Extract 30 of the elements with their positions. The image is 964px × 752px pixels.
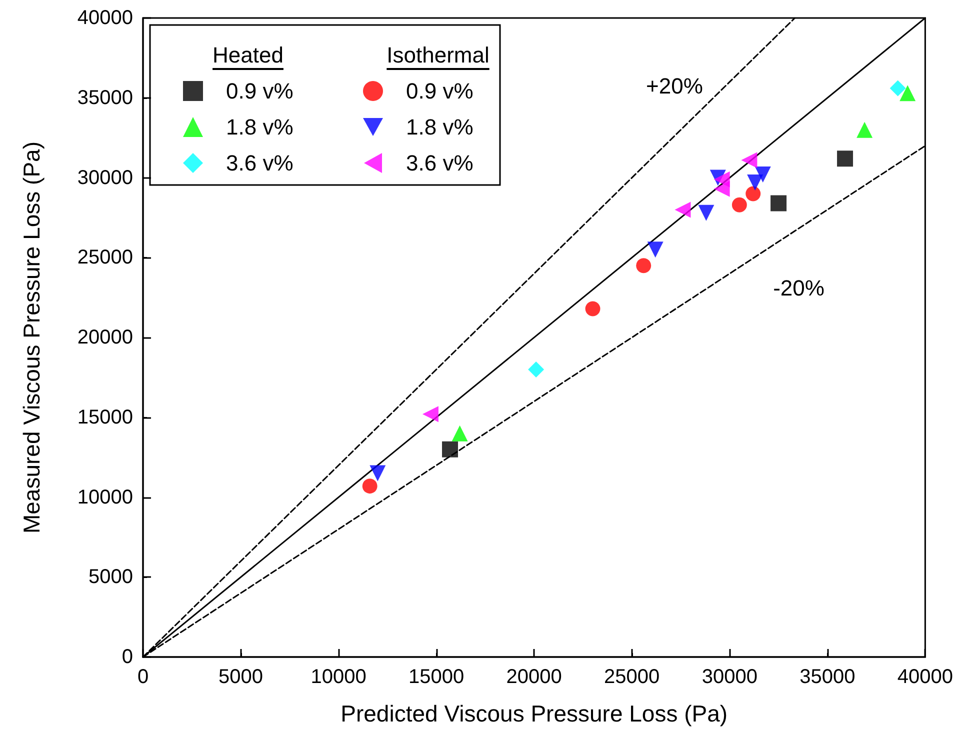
legend-label: 0.9 v%	[406, 78, 474, 104]
y-tick-label: 0	[122, 646, 133, 668]
series-label: -20%	[773, 276, 824, 301]
series-label: +20%	[646, 73, 703, 98]
annotation: Isothermal	[386, 42, 490, 68]
x-tick-label: 0	[137, 666, 149, 688]
y-tick-label: 20000	[77, 326, 133, 348]
y-axis-title: Measured Viscous Pressure Loss (Pa)	[18, 141, 44, 534]
x-tick-label: 10000	[310, 666, 366, 688]
annotation: Heated	[212, 42, 284, 68]
x-tick-label: 35000	[800, 666, 856, 688]
y-tick-label: 25000	[77, 246, 133, 269]
legend-label: 1.8 v%	[406, 114, 474, 140]
legend-label: 1.8 v%	[226, 114, 294, 140]
x-tick-label: 15000	[408, 666, 464, 688]
x-axis-title: Predicted Viscous Pressure Loss (Pa)	[340, 700, 728, 726]
x-tick-label: 40000	[897, 666, 954, 688]
legend-label: 3.6 v%	[226, 150, 294, 176]
y-tick-label: 15000	[77, 406, 133, 428]
x-tick-label: 25000	[604, 666, 660, 688]
legend-label: 3.6 v%	[406, 150, 474, 176]
y-tick-label: 10000	[77, 486, 133, 508]
y-tick-label: 5000	[88, 566, 133, 588]
x-tick-label: 20000	[506, 666, 562, 688]
x-tick-label: 30000	[702, 666, 758, 688]
x-tick-label: 5000	[218, 666, 264, 688]
legend-label: 0.9 v%	[226, 78, 294, 104]
y-tick-label: 35000	[77, 86, 133, 109]
y-tick-label: 30000	[77, 166, 133, 189]
y-tick-label: 40000	[77, 7, 133, 29]
